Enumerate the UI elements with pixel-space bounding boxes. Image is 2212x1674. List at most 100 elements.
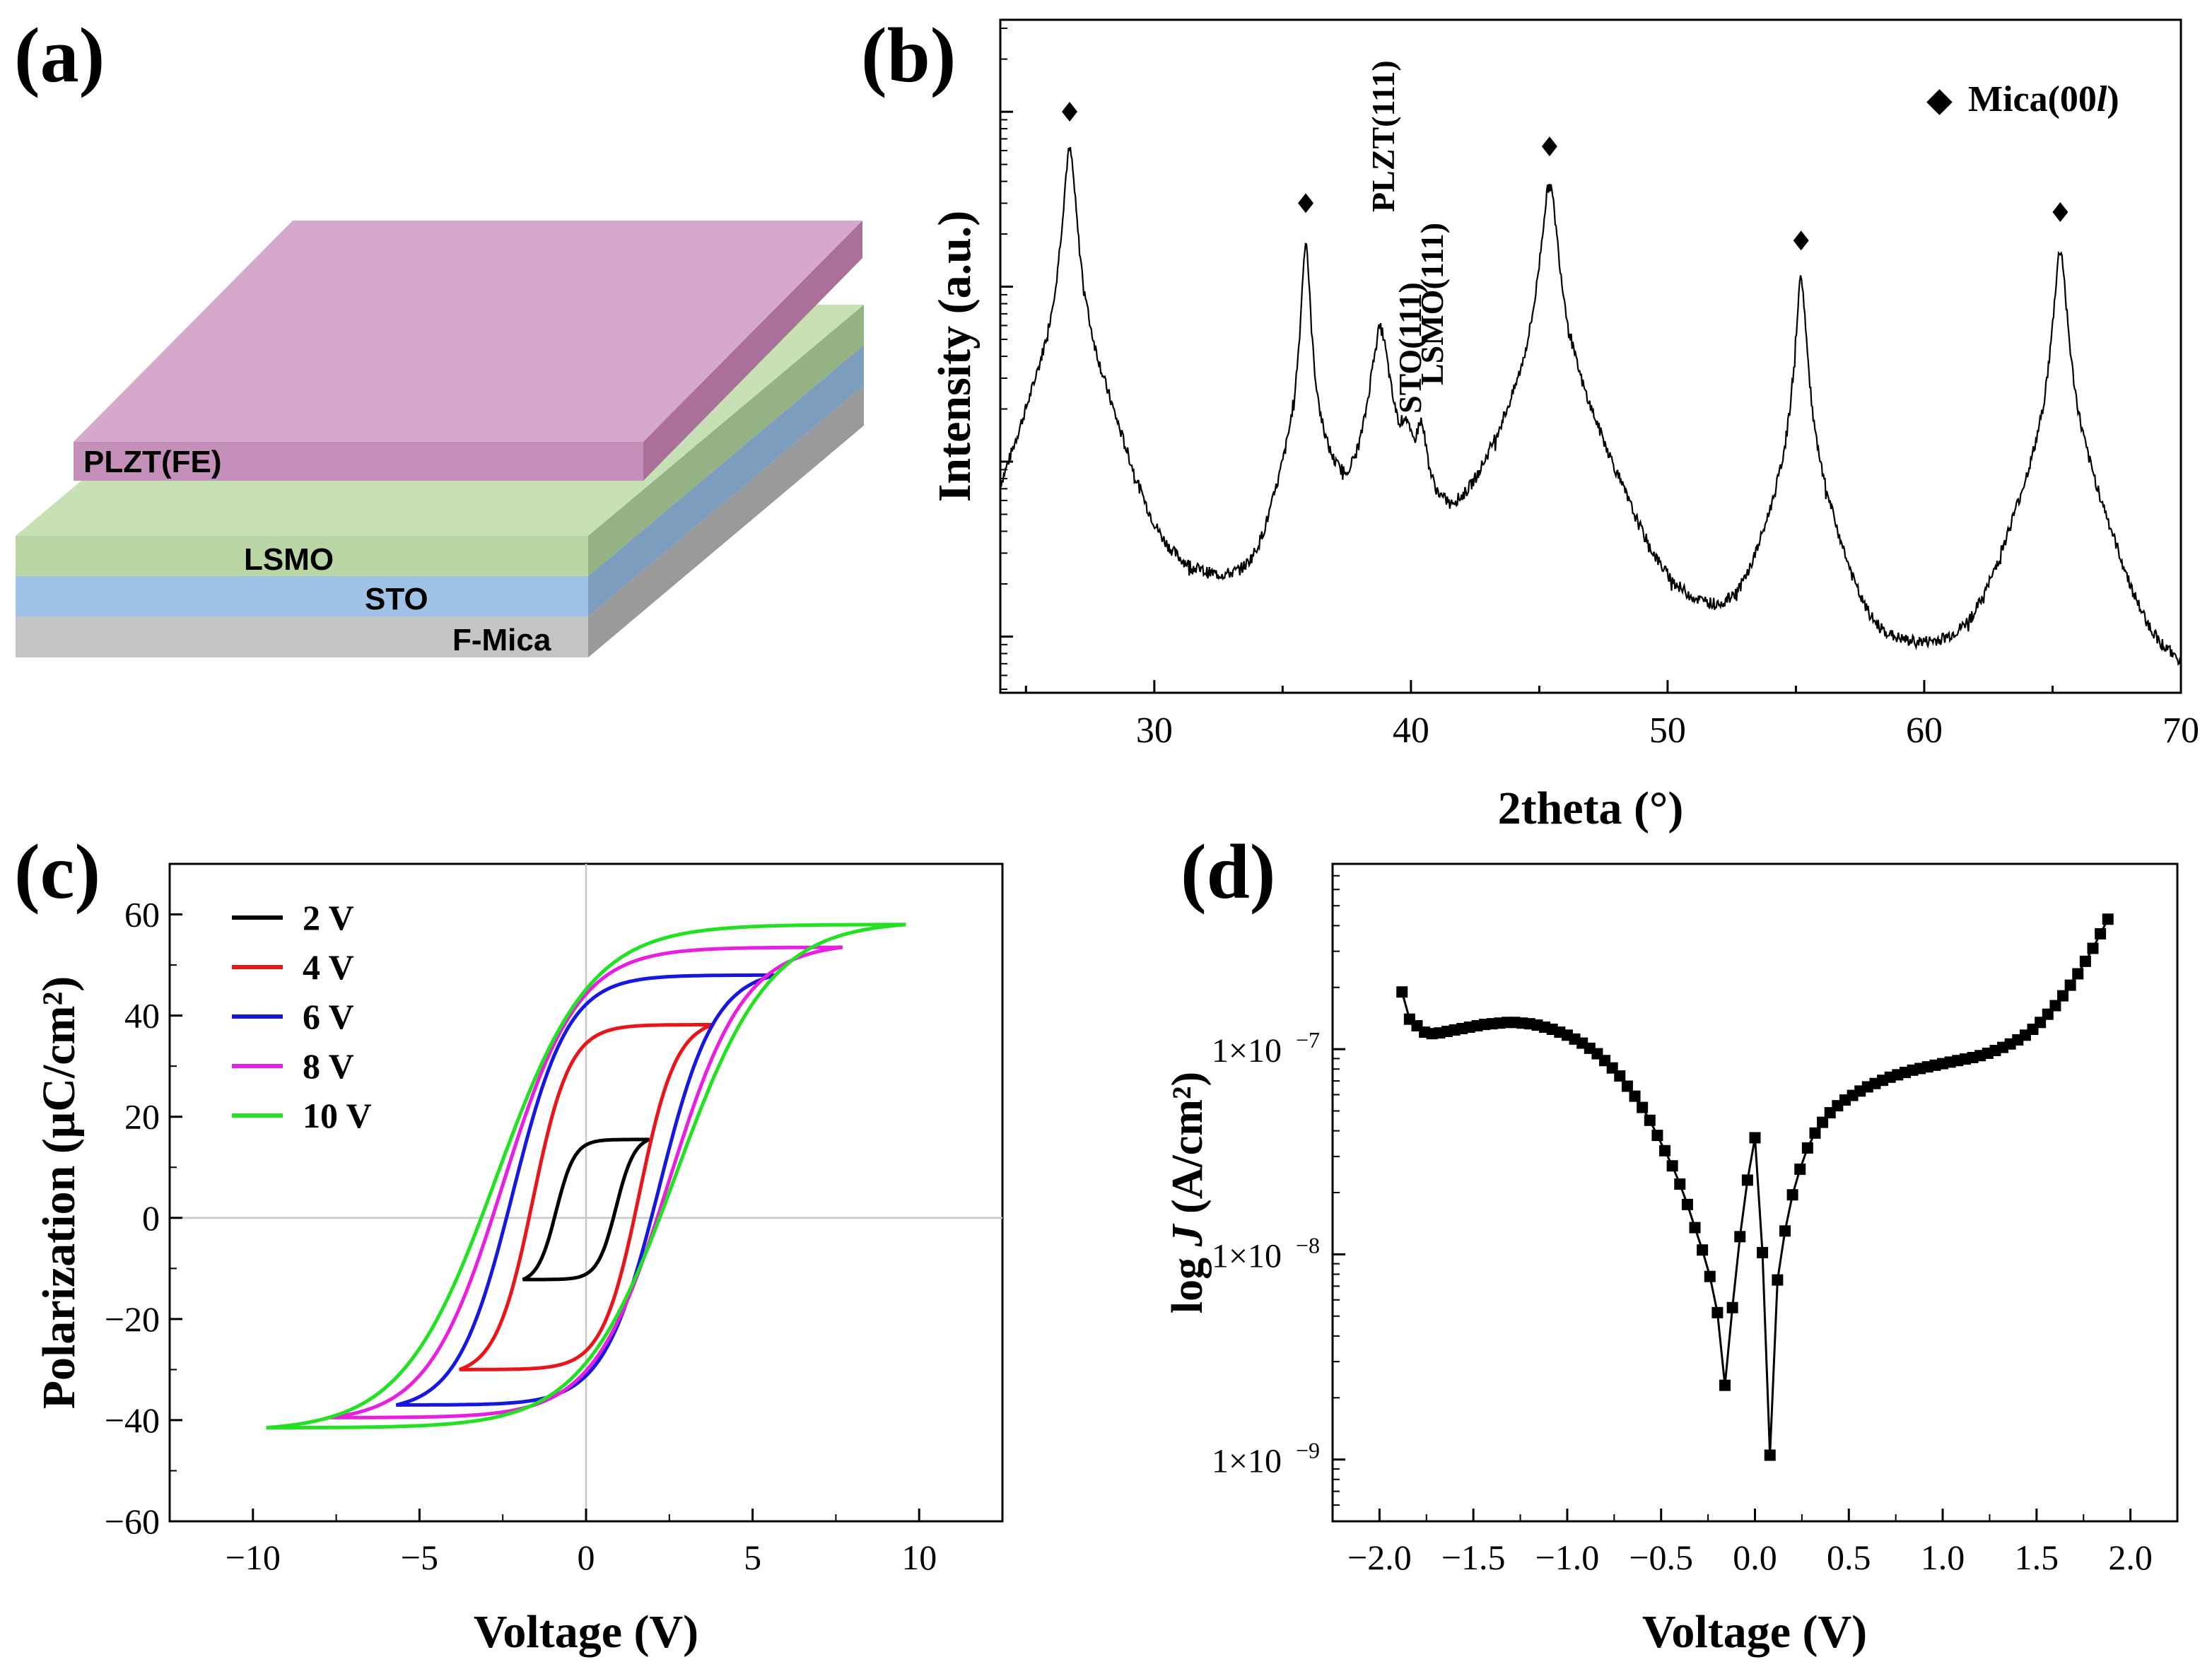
mica-peak-marker [1541, 136, 1557, 157]
mica-peak-marker [1298, 193, 1314, 213]
jv-data-point [1734, 1231, 1746, 1243]
pe-loop-chart: −10 −5 0 5 10 −60 −40 −20 0 20 40 60 2 V 4 V 6 V 8 V 1… [33, 862, 1004, 1658]
xrd-x-tick-label: 70 [2163, 710, 2199, 751]
xrd-x-tick-label: 30 [1136, 710, 1173, 751]
panel-label-a: (a) [14, 12, 105, 98]
jv-x-tick-label: −1.0 [1535, 1538, 1600, 1577]
xrd-legend-end: ) [2107, 79, 2119, 119]
xrd-plot-frame [999, 18, 2182, 694]
jv-data-point [1719, 1379, 1731, 1391]
jv-data-point [1659, 1145, 1671, 1157]
xrd-x-tick-label: 50 [1649, 710, 1686, 751]
jv-x-tick-label: 0.0 [1733, 1538, 1777, 1577]
xrd-pattern-line [999, 146, 2182, 667]
jv-data-point [1764, 1449, 1776, 1461]
pe-x-tick-label: −5 [401, 1538, 438, 1577]
jv-data-point [2087, 942, 2099, 954]
pe-y-tick-label: −60 [105, 1502, 160, 1541]
jv-x-tick-label: −1.5 [1441, 1538, 1506, 1577]
jv-data-point [2079, 955, 2091, 967]
pe-y-tick-label: −20 [105, 1299, 160, 1339]
lsmo-front-face [16, 536, 588, 576]
pe-loop-4v [459, 1023, 713, 1371]
pe-x-tick-label: 0 [578, 1538, 595, 1577]
sto-front-face [16, 576, 588, 616]
pe-y-tick-label: 60 [124, 895, 160, 935]
plzt-front-face [74, 442, 643, 481]
xrd-x-tick-label: 60 [1906, 710, 1943, 751]
xrd-peak-annotation: STO(111) [1392, 282, 1428, 414]
pe-y-tick-label: 20 [124, 1097, 160, 1137]
layer-label-lsmo: LSMO [244, 542, 334, 577]
mica-peak-marker [1793, 230, 1809, 251]
xrd-y-axis-label: Intensity (a.u.) [929, 211, 981, 503]
pe-x-axis-label: Voltage (V) [474, 1606, 698, 1658]
mica-right-face [588, 385, 864, 657]
xrd-x-axis-label: 2theta (°) [1498, 783, 1684, 834]
mica-peak-marker [2052, 202, 2068, 223]
plzt-top-face [74, 221, 862, 442]
xrd-legend-symbol: ◆ [1926, 81, 1953, 119]
jv-x-tick-label: −0.5 [1629, 1538, 1693, 1577]
jv-data-point [2072, 968, 2084, 980]
jv-data-point [1697, 1244, 1709, 1256]
jv-y-tick-exponent: −8 [1296, 1232, 1320, 1258]
pe-legend-label: 10 V [303, 1096, 372, 1135]
jv-data-point [1637, 1101, 1649, 1113]
jv-chart: −2.0 −1.5 −1.0 −0.5 0.0 0.5 1.0 1.5 2.0 1×10 −9 1×… [1164, 862, 2179, 1658]
jv-x-axis-label: Voltage (V) [1642, 1606, 1867, 1658]
jv-data-point [2064, 979, 2076, 991]
panel-label-d: (d) [1181, 829, 1275, 915]
jv-data-point [1651, 1130, 1663, 1142]
xrd-chart: 30 40 50 60 70 PLZT(111) STO(111)LSMO(111) 2t… [929, 18, 2199, 834]
panel-label-c: (c) [14, 829, 100, 915]
jv-data-point [1689, 1222, 1701, 1234]
mica-peak-marker [1062, 101, 1078, 122]
xrd-peak-annotation: PLZT(111) [1365, 60, 1401, 212]
pe-loop-10v [266, 923, 906, 1430]
jv-x-tick-label: 1.5 [2015, 1538, 2059, 1577]
jv-data-point [1396, 986, 1408, 998]
layer-label-mica: F-Mica [452, 623, 551, 657]
jv-y-tick-exponent: −7 [1296, 1027, 1320, 1053]
layer-schematic: PLZT(FE) LSMO STO F-Mica [16, 221, 864, 657]
jv-data-point [1757, 1246, 1769, 1258]
xrd-legend-text: Mica(00l) [1968, 79, 2119, 119]
jv-y-tick-label: 1×10 [1212, 1237, 1282, 1275]
jv-data-point [1711, 1306, 1724, 1318]
jv-data-point [2102, 913, 2114, 925]
xrd-legend: ◆ Mica(00l) [1926, 79, 2119, 119]
pe-legend-label: 2 V [303, 898, 354, 937]
jv-x-tick-label: −2.0 [1347, 1538, 1412, 1577]
jv-data-point [1614, 1070, 1626, 1082]
jv-y-tick-label: 1×10 [1212, 1443, 1282, 1480]
panel-label-b: (b) [861, 12, 956, 98]
jv-data-point [2049, 1000, 2061, 1012]
pe-x-tick-label: −10 [226, 1538, 281, 1577]
jv-data-point [2095, 927, 2107, 940]
jv-data-point [1801, 1142, 1813, 1154]
jv-data-point [1772, 1274, 1784, 1286]
jv-data-point [1674, 1178, 1686, 1190]
pe-legend-label: 6 V [303, 997, 354, 1036]
pe-x-tick-label: 5 [744, 1538, 761, 1577]
pe-loop-2v [522, 1137, 650, 1282]
jv-data-point [1749, 1132, 1761, 1144]
lsmo-right-face [588, 305, 864, 576]
jv-data-point [1681, 1198, 1693, 1210]
jv-y-axis-label: log J (A/cm²) [1164, 1072, 1212, 1313]
jv-data-point [1786, 1189, 1798, 1201]
xrd-legend-italic: l [2097, 79, 2107, 119]
jv-data-point [1704, 1270, 1716, 1282]
jv-x-tick-label: 0.5 [1827, 1538, 1871, 1577]
pe-loop-6v [395, 973, 777, 1407]
jv-plot-frame [1331, 862, 2179, 1523]
jv-y-label-suffix: (A/cm²) [1164, 1072, 1212, 1225]
jv-data-point [1809, 1127, 1821, 1139]
sto-right-face [588, 345, 864, 616]
jv-data-point [1817, 1116, 1829, 1128]
jv-y-label-italic: J [1164, 1223, 1212, 1247]
xrd-x-tick-label: 40 [1393, 710, 1429, 751]
jv-data-point [1741, 1174, 1753, 1186]
